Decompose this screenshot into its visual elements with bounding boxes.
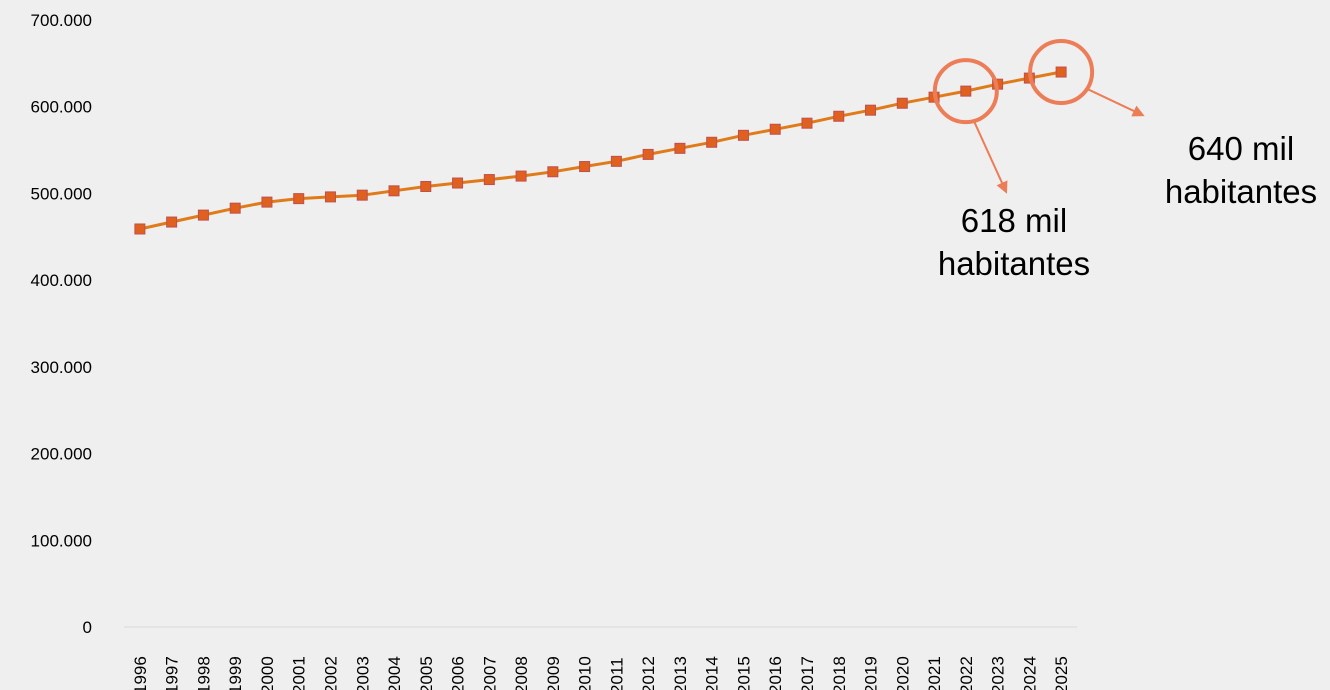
data-point-marker <box>229 202 241 214</box>
series-line <box>139 70 1062 231</box>
data-point-marker <box>865 104 877 116</box>
x-tick-label: 2006 <box>449 656 468 690</box>
data-point-marker <box>960 85 972 97</box>
x-tick-label: 1996 <box>131 656 150 690</box>
data-point-marker <box>483 174 495 186</box>
data-point-marker <box>801 117 813 129</box>
x-tick-label: 2008 <box>512 656 531 690</box>
x-tick-label: 2018 <box>830 656 849 690</box>
x-tick-label: 1999 <box>226 656 245 690</box>
x-tick-label: 2019 <box>862 656 881 690</box>
data-point-marker <box>134 223 146 235</box>
annotation-text-line2: habitantes <box>1165 173 1317 210</box>
x-tick-label: 2002 <box>321 656 340 690</box>
x-tick-label: 1998 <box>194 656 213 690</box>
x-tick-label: 2017 <box>798 656 817 690</box>
x-tick-label: 2007 <box>480 656 499 690</box>
data-point-marker <box>324 191 336 203</box>
data-point-marker <box>769 123 781 135</box>
x-tick-label: 2025 <box>1052 656 1071 690</box>
data-point-marker <box>642 148 654 160</box>
x-tick-label: 2011 <box>607 657 626 690</box>
x-tick-label: 2015 <box>734 656 753 690</box>
data-point-marker <box>515 170 527 182</box>
highlight-circle <box>1028 39 1095 106</box>
data-point-marker <box>388 185 400 197</box>
data-point-marker <box>452 177 464 189</box>
x-tick-label: 2010 <box>576 656 595 690</box>
x-tick-label: 2014 <box>703 656 722 690</box>
data-point-marker <box>261 196 273 208</box>
x-tick-label: 2004 <box>385 656 404 690</box>
x-tick-label: 2024 <box>1020 656 1039 690</box>
data-point-marker <box>833 110 845 122</box>
data-point-marker <box>197 209 209 221</box>
data-point-marker <box>166 216 178 228</box>
x-tick-label: 2000 <box>258 656 277 690</box>
x-tick-label: 2005 <box>417 656 436 690</box>
y-tick-label: 600.000 <box>31 98 92 117</box>
x-tick-label: 2003 <box>353 656 372 690</box>
x-tick-label: 2013 <box>671 656 690 690</box>
data-point-marker <box>420 180 432 192</box>
x-tick-label: 2012 <box>639 656 658 690</box>
y-axis: 0 100.000 200.000 300.000 400.000 500.000 600.… <box>31 11 92 637</box>
x-tick-label: 2020 <box>893 656 912 690</box>
annotation-arrow <box>972 120 1008 194</box>
y-tick-label: 100.000 <box>31 531 92 550</box>
data-point-marker <box>896 97 908 109</box>
y-tick-label: 300.000 <box>31 358 92 377</box>
y-tick-label: 400.000 <box>31 271 92 290</box>
x-tick-label: 1997 <box>163 656 182 690</box>
data-point-marker <box>674 142 686 154</box>
annotation-layer: 618 mil habitantes 640 mil habitantes <box>932 39 1317 282</box>
annotation-text-line2: habitantes <box>938 245 1090 282</box>
x-tick-label: 2016 <box>766 656 785 690</box>
data-point-marker <box>547 166 559 178</box>
y-tick-label: 500.000 <box>31 184 92 203</box>
x-tick-label: 2021 <box>925 656 944 690</box>
x-axis: 1996 1997 1998 1999 2000 2001 2002 2003 2004 2005… <box>124 626 1077 690</box>
y-tick-label: 0 <box>83 618 92 637</box>
data-point-marker <box>737 129 749 141</box>
x-tick-label: 2023 <box>989 656 1008 690</box>
data-point-marker <box>579 161 591 173</box>
x-tick-label: 2009 <box>544 656 563 690</box>
data-point-marker <box>356 189 368 201</box>
data-point-marker <box>706 136 718 148</box>
y-tick-label: 700.000 <box>31 11 92 30</box>
data-point-marker <box>1055 66 1067 78</box>
annotation-text-line1: 640 mil <box>1188 130 1294 167</box>
highlight-circle <box>932 58 999 125</box>
x-tick-label: 2022 <box>957 656 976 690</box>
annotation-text-line1: 618 mil <box>961 202 1067 239</box>
data-point-marker <box>610 155 622 167</box>
annotation-arrow <box>1087 88 1145 117</box>
y-tick-label: 200.000 <box>31 445 92 464</box>
data-point-marker <box>293 193 305 205</box>
series-layer <box>134 66 1067 235</box>
x-tick-label: 2001 <box>290 656 309 690</box>
